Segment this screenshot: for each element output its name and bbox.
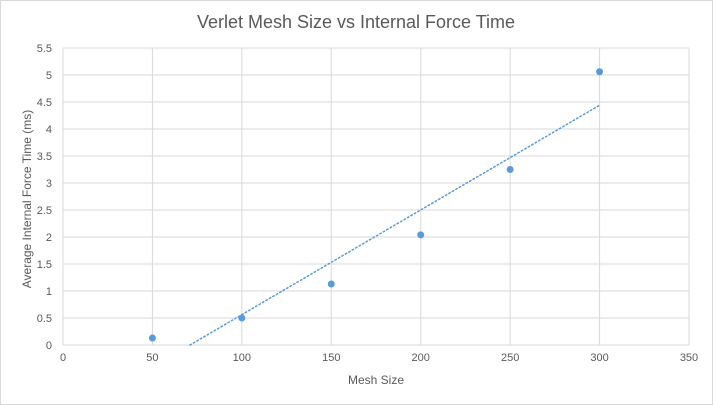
data-points xyxy=(148,68,604,342)
x-tick-label: 300 xyxy=(590,352,608,364)
y-tick-label: 3.5 xyxy=(37,151,52,163)
data-point xyxy=(327,280,335,288)
y-tick-label: 1.5 xyxy=(37,259,52,271)
x-tick-label: 250 xyxy=(501,352,519,364)
y-tick-label: 5 xyxy=(46,70,52,82)
x-tick-label: 200 xyxy=(412,352,430,364)
y-tick-label: 0 xyxy=(46,340,52,352)
chart-title: Verlet Mesh Size vs Internal Force Time xyxy=(197,12,515,32)
x-tick-label: 0 xyxy=(60,352,66,364)
y-tick-label: 2 xyxy=(46,232,52,244)
x-axis-title: Mesh Size xyxy=(348,373,404,387)
y-tick-label: 4.5 xyxy=(37,97,52,109)
y-axis-title: Average Internal Force Time (ms) xyxy=(20,110,34,289)
y-tick-label: 5.5 xyxy=(37,43,52,55)
x-tick-label: 50 xyxy=(146,352,158,364)
x-tick-label: 100 xyxy=(233,352,251,364)
trendline-group xyxy=(189,104,601,346)
y-tick-label: 1 xyxy=(46,286,52,298)
y-tick-label: 0.5 xyxy=(37,313,52,325)
data-point xyxy=(148,334,156,342)
y-tick-label: 4 xyxy=(46,124,52,136)
x-tick-label: 150 xyxy=(322,352,340,364)
y-tick-labels: 0 0.5 1 1.5 2 2.5 3 3.5 4 4.5 5 5.5 xyxy=(37,43,52,352)
data-point xyxy=(238,314,246,322)
data-point xyxy=(417,231,425,239)
trendline xyxy=(189,104,601,346)
gridlines xyxy=(62,47,690,346)
x-tick-label: 350 xyxy=(680,352,698,364)
y-tick-label: 2.5 xyxy=(37,205,52,217)
x-tick-labels: 0 50 100 150 200 250 300 350 xyxy=(60,352,698,364)
y-tick-label: 3 xyxy=(46,178,52,190)
data-point xyxy=(596,68,604,76)
data-point xyxy=(506,166,514,173)
